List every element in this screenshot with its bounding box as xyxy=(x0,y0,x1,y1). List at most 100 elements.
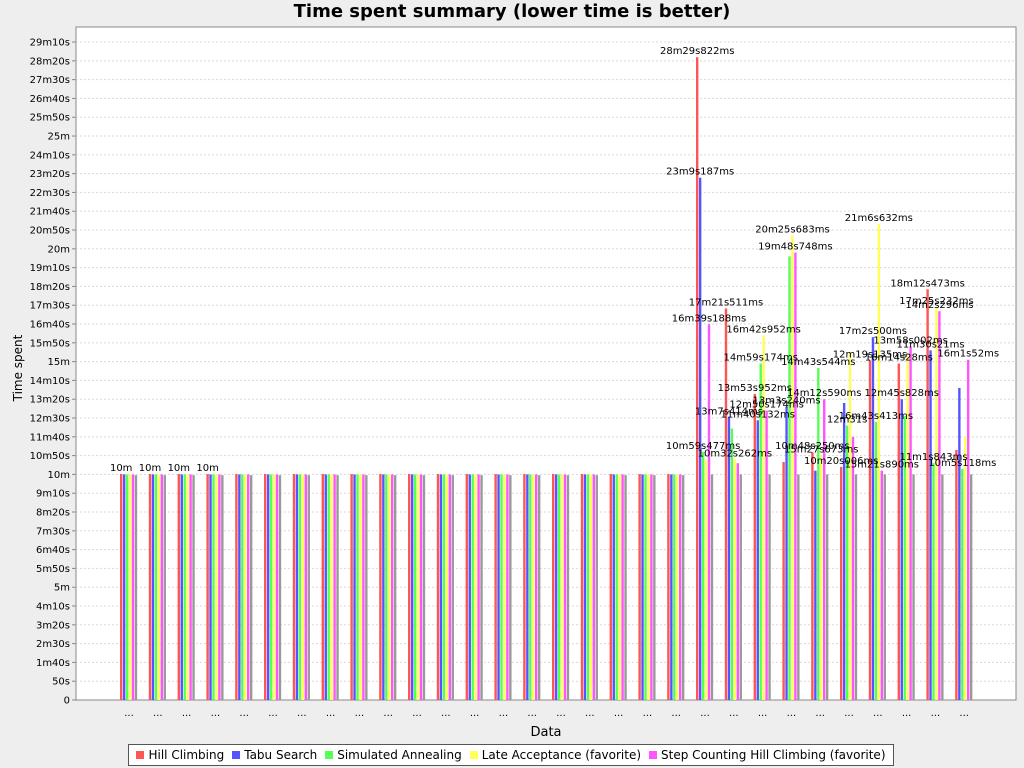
bar xyxy=(131,474,135,700)
bar xyxy=(442,474,446,700)
bar xyxy=(388,474,391,700)
bar xyxy=(304,474,307,700)
bar xyxy=(730,428,734,700)
x-tick-label: ... xyxy=(614,708,624,719)
bar xyxy=(676,474,679,700)
x-tick-label: ... xyxy=(297,708,307,719)
bar xyxy=(249,475,253,700)
bar xyxy=(938,311,941,700)
bar xyxy=(379,474,382,700)
y-tick-label: 14m10s xyxy=(30,376,70,387)
bar xyxy=(218,474,221,700)
data-label: 20m25s683ms xyxy=(755,224,829,235)
x-tick-label: ... xyxy=(441,708,451,719)
bar-chart: 0 50s 1m40s 2m30s 3m20s 4m10s 5m 5m50s 6m40s 7m30… xyxy=(11,26,1017,740)
bar xyxy=(238,474,241,700)
x-tick-label: ... xyxy=(787,708,797,719)
legend-item: Late Acceptance (favorite) xyxy=(469,748,642,762)
bar xyxy=(969,474,973,700)
bar xyxy=(330,474,333,700)
bar xyxy=(736,463,739,700)
bar xyxy=(241,474,244,700)
bar xyxy=(307,475,310,700)
x-axis-label: Data xyxy=(530,725,561,740)
bar xyxy=(557,474,561,700)
data-label: 10m xyxy=(110,463,132,474)
bar xyxy=(848,352,852,700)
legend-item: Simulated Annealing xyxy=(325,748,462,762)
bar xyxy=(592,474,595,700)
bar xyxy=(474,474,477,700)
bars xyxy=(120,57,973,701)
data-label: 10m32s262ms xyxy=(698,448,772,459)
bar xyxy=(439,474,443,700)
x-tick-label: ... xyxy=(182,708,192,719)
legend-swatch xyxy=(232,751,241,759)
bar xyxy=(935,307,938,700)
data-label: 10m xyxy=(168,463,190,474)
bar xyxy=(765,410,768,700)
data-label: 14m12s590ms xyxy=(787,388,861,399)
y-tick-label: 50s xyxy=(52,677,70,688)
y-tick-label: 24m10s xyxy=(30,150,70,161)
y-axis-label: Time spent xyxy=(11,334,25,402)
y-tick-label: 11m40s xyxy=(30,432,70,443)
bar xyxy=(385,474,388,700)
x-tick-label: ... xyxy=(671,708,681,719)
data-label: 10m xyxy=(196,463,218,474)
bar xyxy=(336,475,339,700)
bar xyxy=(471,474,474,700)
bar xyxy=(583,474,587,700)
bar xyxy=(782,462,785,700)
bar xyxy=(912,474,915,700)
x-tick-label: ... xyxy=(556,708,566,719)
bar xyxy=(247,474,250,700)
bar xyxy=(324,474,327,700)
x-tick-label: ... xyxy=(959,708,969,719)
bar xyxy=(624,475,627,700)
bar xyxy=(814,470,817,700)
bar xyxy=(650,474,653,700)
y-tick-label: 10m xyxy=(48,470,70,481)
y-tick-label: 9m10s xyxy=(36,489,70,500)
bar xyxy=(244,474,247,700)
bar xyxy=(701,451,705,700)
bar xyxy=(670,474,673,700)
bar xyxy=(465,474,468,700)
x-tick-label: ... xyxy=(211,708,221,719)
data-label: 10m5s118ms xyxy=(928,458,996,469)
bar xyxy=(791,235,794,700)
data-label: 17m25s232ms xyxy=(899,296,973,307)
bar xyxy=(854,474,858,700)
bar xyxy=(868,360,872,700)
bar xyxy=(422,475,426,700)
bar xyxy=(704,459,708,700)
bar xyxy=(563,474,567,700)
y-tick-label: 7m30s xyxy=(36,526,70,537)
y-tick-label: 21m40s xyxy=(30,207,70,218)
y-tick-label: 1m40s xyxy=(36,658,70,669)
data-label: 17m2s500ms xyxy=(839,326,907,337)
bar xyxy=(529,474,532,700)
bar xyxy=(820,455,823,700)
bar xyxy=(958,387,961,700)
data-label: 10m59s477ms xyxy=(666,441,740,452)
bar xyxy=(612,474,615,700)
bar xyxy=(595,475,598,700)
x-tick-label: ... xyxy=(700,708,710,719)
bar xyxy=(560,474,564,700)
bar xyxy=(906,354,909,700)
y-tick-label: 15m50s xyxy=(30,338,70,349)
data-label: 12m19s135ms xyxy=(833,349,907,360)
bar xyxy=(295,474,299,700)
bar xyxy=(823,399,826,700)
legend-label: Late Acceptance (favorite) xyxy=(481,748,642,762)
bar xyxy=(926,289,929,700)
x-tick-label: ... xyxy=(355,708,365,719)
y-tick-label: 20m50s xyxy=(30,226,70,237)
bar xyxy=(811,452,814,700)
bar xyxy=(797,474,800,700)
x-tick-label: ... xyxy=(815,708,825,719)
x-tick-label: ... xyxy=(499,708,509,719)
bar xyxy=(644,474,647,700)
